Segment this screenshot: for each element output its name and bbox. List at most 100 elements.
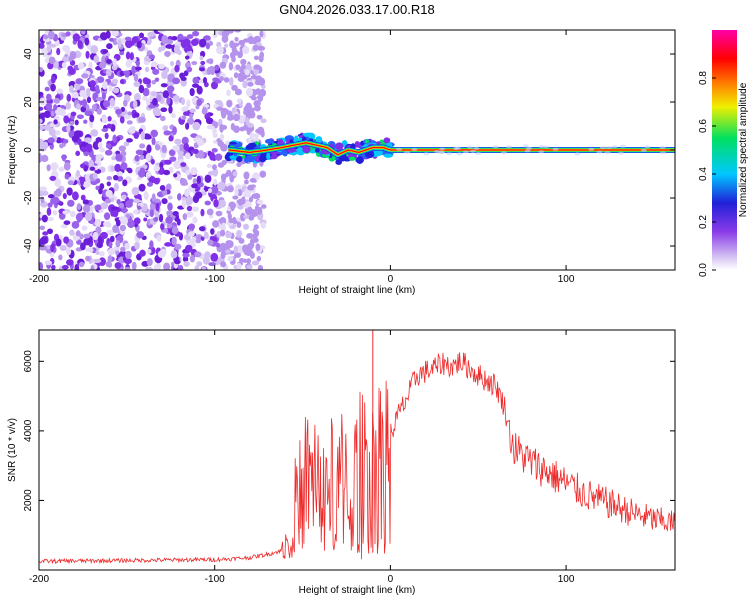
noise-blob <box>100 231 108 239</box>
noise-blob <box>104 149 113 156</box>
noise-blob <box>203 231 209 239</box>
noise-blob <box>198 67 206 72</box>
noise-blob <box>79 233 84 240</box>
noise-blob <box>196 175 202 184</box>
noise-blob <box>184 188 190 198</box>
signal-blob <box>383 137 391 144</box>
noise-blob <box>220 143 228 152</box>
signal-blob <box>354 141 361 148</box>
noise-blob <box>95 226 102 235</box>
spectrogram-y-tick-label: 20 <box>23 96 34 108</box>
noise-blob <box>247 81 254 87</box>
noise-blob <box>233 30 242 33</box>
noise-blob <box>229 77 234 86</box>
noise-blob <box>118 145 127 152</box>
noise-blob <box>50 243 55 253</box>
noise-blob <box>92 104 97 111</box>
noise-blob <box>109 37 115 42</box>
noise-blob <box>238 39 246 46</box>
noise-blob <box>233 245 239 254</box>
noise-blob <box>242 80 248 89</box>
noise-blob <box>79 176 85 186</box>
noise-blob <box>171 226 179 235</box>
snr-y-tick-label: 4000 <box>23 419 34 442</box>
noise-blob <box>250 95 257 101</box>
noise-blob <box>119 116 125 124</box>
noise-blob <box>177 149 184 156</box>
signal-blob <box>383 153 393 158</box>
noise-blob <box>225 231 233 239</box>
noise-blob <box>114 262 122 269</box>
noise-blob <box>60 108 66 117</box>
noise-blob <box>232 195 239 200</box>
noise-blob <box>249 132 255 140</box>
noise-blob <box>250 107 255 114</box>
noise-blob <box>133 209 139 215</box>
noise-blob <box>117 175 124 182</box>
noise-blob <box>146 181 153 187</box>
noise-blob <box>259 79 265 86</box>
halo-blob <box>619 144 626 148</box>
noise-blob <box>148 104 156 109</box>
noise-blob <box>237 204 244 210</box>
signal-blob <box>375 141 381 145</box>
noise-blob <box>62 210 70 215</box>
noise-blob <box>96 242 104 249</box>
noise-blob <box>189 254 195 263</box>
noise-blob <box>202 106 207 115</box>
noise-blob <box>90 45 99 54</box>
noise-blob <box>39 97 47 106</box>
noise-blob <box>164 242 172 247</box>
noise-blob <box>39 186 47 192</box>
noise-blob <box>66 247 72 256</box>
halo-blob <box>538 144 545 148</box>
noise-blob <box>42 231 49 236</box>
noise-blob <box>132 100 138 109</box>
noise-blob <box>150 129 159 138</box>
noise-blob <box>137 205 142 210</box>
noise-blob <box>253 224 259 230</box>
noise-blob <box>145 153 151 162</box>
noise-blob <box>191 206 199 213</box>
noise-blob <box>174 64 180 73</box>
noise-blob <box>146 144 152 154</box>
noise-blob <box>39 66 44 73</box>
noise-blob <box>109 97 115 106</box>
halo-blob <box>543 145 550 149</box>
noise-blob <box>73 83 80 90</box>
colorbar <box>712 30 737 270</box>
spectrogram-x-tick-label: -100 <box>205 274 225 285</box>
halo-blob <box>411 147 418 151</box>
noise-blob <box>84 110 93 117</box>
noise-blob <box>50 264 56 270</box>
noise-blob <box>81 73 89 79</box>
noise-blob <box>75 150 81 156</box>
noise-blob <box>177 193 182 201</box>
halo-blob <box>453 147 460 151</box>
noise-blob <box>56 47 61 56</box>
noise-blob <box>172 95 180 103</box>
noise-blob <box>170 113 176 119</box>
noise-blob <box>180 97 186 106</box>
noise-blob <box>189 108 196 113</box>
noise-blob <box>106 43 113 50</box>
noise-blob <box>105 189 113 198</box>
noise-blob <box>174 259 181 265</box>
snr-line <box>39 352 675 565</box>
noise-blob <box>182 213 188 221</box>
noise-blob <box>163 125 169 131</box>
noise-blob <box>157 250 166 259</box>
snr-x-tick-label: -100 <box>205 574 225 585</box>
noise-blob <box>102 100 111 108</box>
noise-blob <box>176 218 181 226</box>
noise-blob <box>131 261 137 270</box>
noise-blob <box>152 97 158 106</box>
noise-blob <box>66 124 71 133</box>
noise-blob <box>231 56 236 63</box>
noise-blob <box>257 264 264 270</box>
noise-blob <box>171 236 177 246</box>
noise-blob <box>134 66 142 71</box>
noise-blob <box>240 212 246 222</box>
spectrogram-y-tick-label: 40 <box>23 48 34 60</box>
